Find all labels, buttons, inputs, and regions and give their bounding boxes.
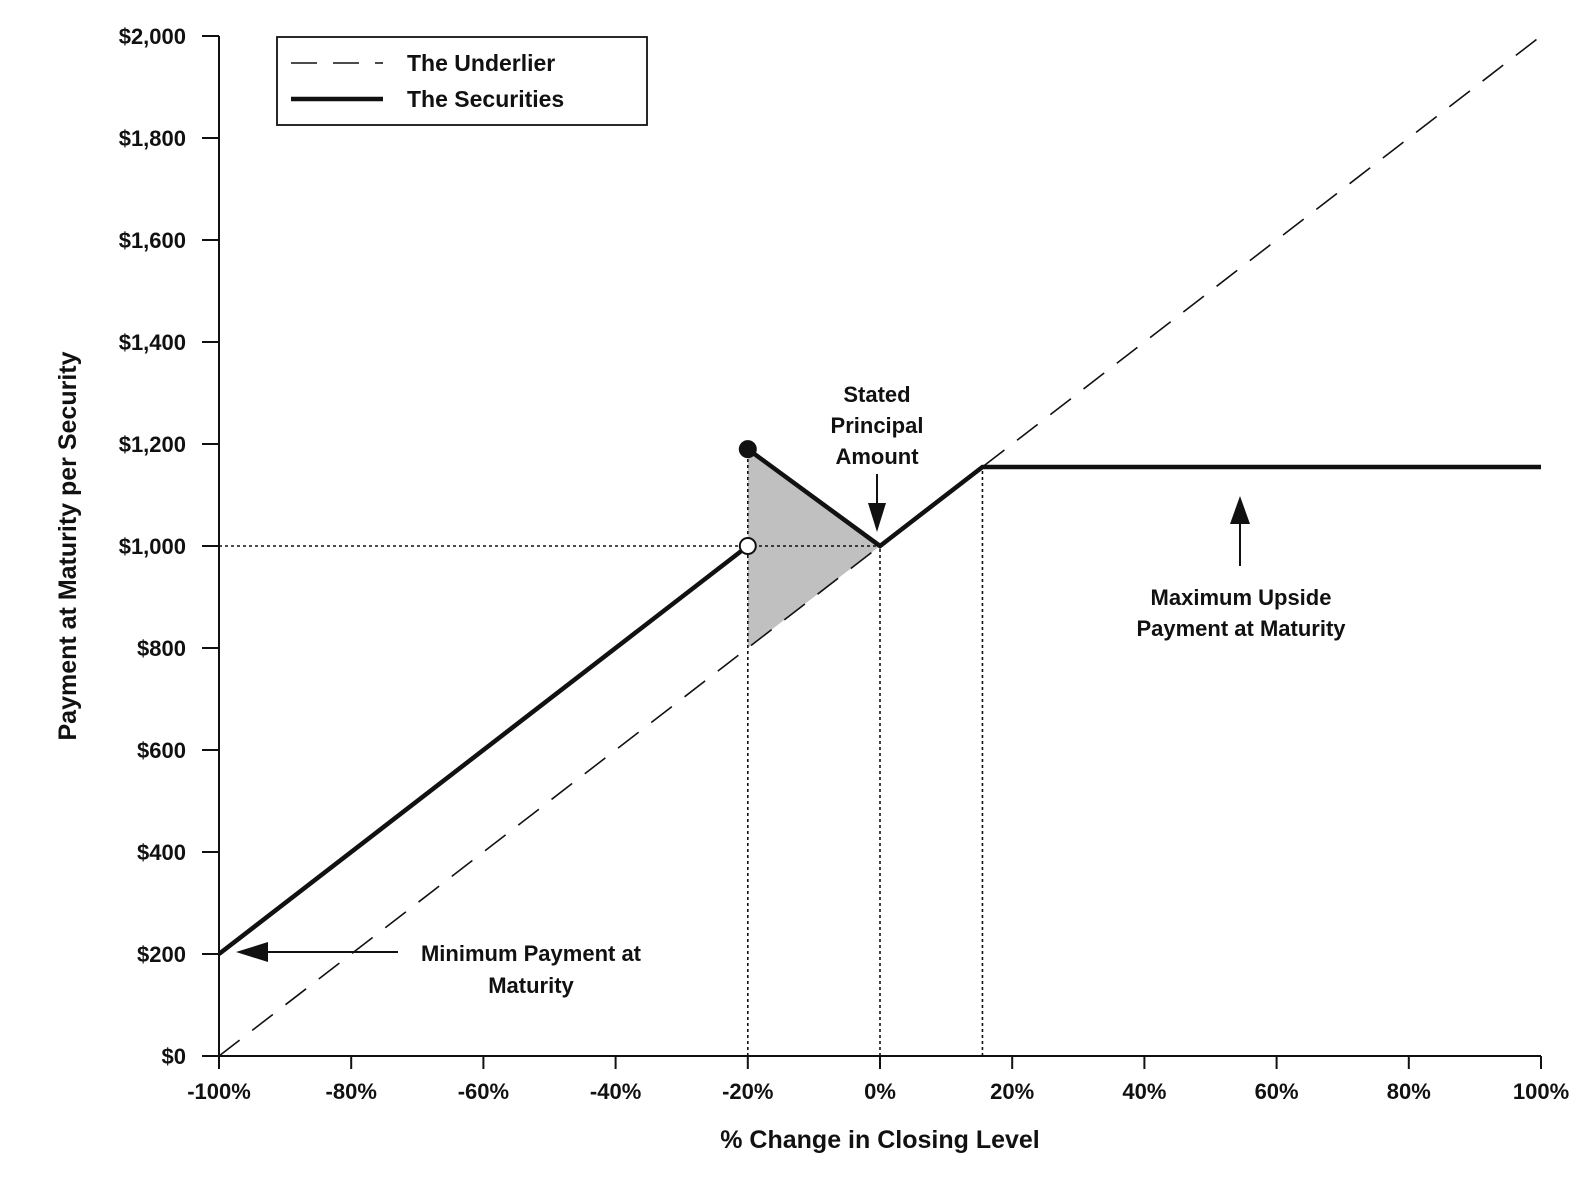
y-tick-label: $1,400 [119,330,186,355]
annotation-min-payment: Minimum Payment at Maturity [236,941,642,998]
legend: The Underlier The Securities [276,36,648,126]
x-tick-label: -20% [722,1079,773,1104]
legend-label-securities: The Securities [407,86,564,112]
y-tick-label: $400 [137,840,186,865]
series-line-securities [219,544,750,956]
x-tick-label: 40% [1122,1079,1166,1104]
x-axis-ticks: -100% -80% -60% -40% -20% 0% 20% 40% 60% 80% 100% [187,1056,1569,1104]
y-tick-label: $1,800 [119,126,186,151]
annotation-stated-arrow-head [868,503,886,532]
shaded-region [747,449,880,648]
x-tick-label: -60% [458,1079,509,1104]
x-tick-label: 80% [1387,1079,1431,1104]
series-layer [219,36,1541,1057]
marker-layer [738,440,757,555]
annotation-min-line-2: Maturity [488,973,574,998]
annotation-max-upside: Maximum Upside Payment at Maturity [1136,496,1346,641]
y-tick-label: $1,000 [119,534,186,559]
y-tick-label: $200 [137,942,186,967]
legend-box [276,36,648,126]
y-tick-label: $0 [162,1044,186,1069]
marker-open [738,537,757,555]
y-tick-label: $800 [137,636,186,661]
y-axis-ticks: $0 $200 $400 $600 $800 $1,000 $1,200 $1,400 $1,6… [119,24,219,1069]
series-line-underlier [219,36,1541,1057]
x-axis-title: % Change in Closing Level [720,1126,1040,1154]
annotation-max-line-2: Payment at Maturity [1136,616,1346,641]
y-tick-label: $2,000 [119,24,186,49]
annotation-min-line-1: Minimum Payment at [421,941,642,966]
x-tick-label: 20% [990,1079,1034,1104]
axes: $0 $200 $400 $600 $800 $1,000 $1,200 $1,400 $1,6… [119,24,1569,1104]
x-tick-label: 0% [864,1079,896,1104]
x-tick-label: -40% [590,1079,641,1104]
annotation-stated-line-1: Stated [843,382,910,407]
annotation-max-line-1: Maximum Upside [1151,585,1332,610]
annotation-stated-principal: Stated Principal Amount [831,382,924,532]
annotation-min-arrow-head [236,942,268,962]
annotation-stated-line-3: Amount [835,444,919,469]
annotation-max-arrow-head [1230,496,1250,524]
x-tick-label: -100% [187,1079,251,1104]
y-axis-title: Payment at Maturity per Security [54,351,82,740]
legend-label-underlier: The Underlier [407,50,555,76]
marker-filled [738,440,757,459]
y-tick-label: $1,200 [119,432,186,457]
x-tick-label: 100% [1513,1079,1569,1104]
x-tick-label: -80% [326,1079,377,1104]
y-tick-label: $1,600 [119,228,186,253]
y-tick-label: $600 [137,738,186,763]
x-tick-label: 60% [1255,1079,1299,1104]
series-line-securities [746,447,1541,549]
annotation-stated-line-2: Principal [831,413,924,438]
